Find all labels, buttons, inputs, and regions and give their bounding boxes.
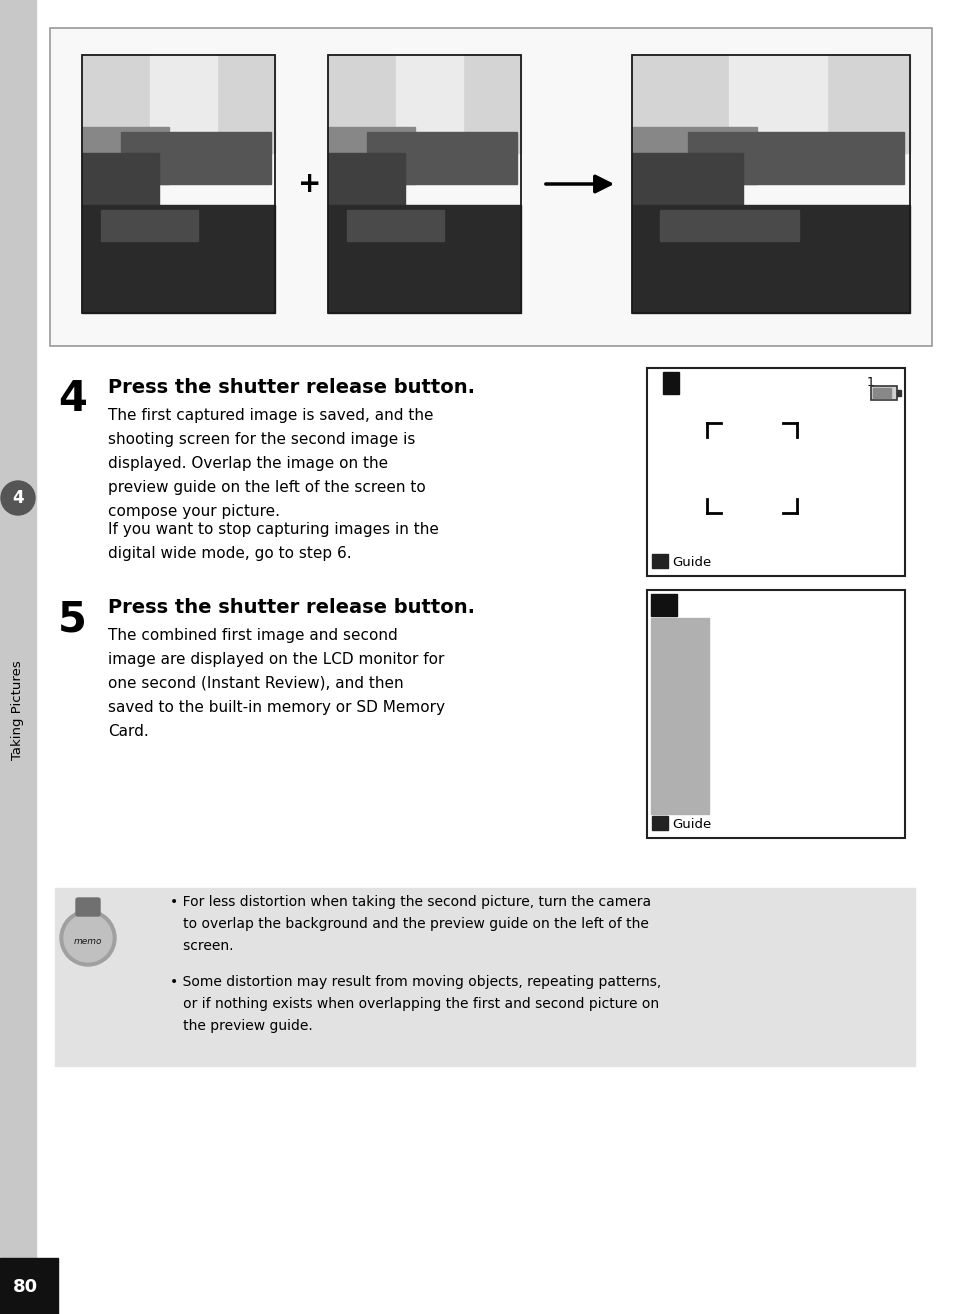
Text: Press the shutter release button.: Press the shutter release button. [108,598,475,618]
Bar [662,372,679,394]
Circle shape [1,481,35,515]
Bar [687,133,903,184]
Bar [872,388,890,398]
Text: Press the shutter release button.: Press the shutter release button. [108,378,475,397]
Bar [631,152,742,210]
Bar [82,55,274,152]
Bar [631,127,757,184]
Bar [646,590,904,838]
Text: The first captured image is saved, and the: The first captured image is saved, and t… [108,409,433,423]
Bar [82,205,274,313]
Text: Guide: Guide [671,556,711,569]
Text: one second (Instant Review), and then: one second (Instant Review), and then [108,675,403,691]
Text: The combined first image and second: The combined first image and second [108,628,397,643]
Bar [120,133,271,184]
Bar [631,55,909,152]
Bar [870,386,896,399]
Bar [650,372,679,394]
Bar [631,55,909,313]
Bar [651,816,667,830]
Bar [82,127,169,184]
Bar [82,55,274,313]
Text: screen.: screen. [170,940,233,953]
Bar [631,205,909,313]
Text: Taking Pictures: Taking Pictures [11,660,25,759]
Text: saved to the built-in memory or SD Memory: saved to the built-in memory or SD Memor… [108,700,444,715]
Text: shooting screen for the second image is: shooting screen for the second image is [108,432,415,447]
Text: 5: 5 [58,598,87,640]
Bar [328,127,415,184]
Text: digital wide mode, go to step 6.: digital wide mode, go to step 6. [108,547,352,561]
Bar [328,55,520,152]
Bar [366,133,517,184]
Bar [650,618,708,813]
Text: • Some distortion may result from moving objects, repeating patterns,: • Some distortion may result from moving… [170,975,660,989]
Bar [347,210,443,240]
Text: preview guide on the left of the screen to: preview guide on the left of the screen … [108,480,425,495]
Circle shape [64,915,112,962]
Bar [328,55,520,313]
Text: image are displayed on the LCD monitor for: image are displayed on the LCD monitor f… [108,652,444,668]
Bar [55,888,914,1066]
Text: Guide: Guide [671,817,711,830]
Bar [651,555,667,568]
Bar [328,152,405,210]
Text: memo: memo [73,937,102,946]
Bar [896,390,900,396]
Bar [0,1257,58,1314]
Bar [101,210,197,240]
Bar [728,55,825,152]
Bar [659,210,798,240]
Text: 1: 1 [866,376,874,389]
Text: 4: 4 [12,489,24,507]
Circle shape [60,911,116,966]
Bar [150,55,217,152]
Bar [50,28,931,346]
Bar [395,55,462,152]
Text: or if nothing exists when overlapping the first and second picture on: or if nothing exists when overlapping th… [170,997,659,1010]
Text: to overlap the background and the preview guide on the left of the: to overlap the background and the previe… [170,917,648,932]
Bar [82,152,159,210]
Text: Card.: Card. [108,724,149,738]
Text: • For less distortion when taking the second picture, turn the camera: • For less distortion when taking the se… [170,895,651,909]
FancyBboxPatch shape [76,897,100,916]
Text: the preview guide.: the preview guide. [170,1018,313,1033]
Text: 80: 80 [12,1279,37,1296]
Text: If you want to stop capturing images in the: If you want to stop capturing images in … [108,522,438,537]
Text: compose your picture.: compose your picture. [108,505,280,519]
Text: +: + [298,170,321,198]
Text: displayed. Overlap the image on the: displayed. Overlap the image on the [108,456,388,470]
Bar [650,594,677,616]
Bar [0,0,36,1314]
Bar [646,368,904,576]
Bar [328,205,520,313]
Text: 4: 4 [58,378,87,420]
